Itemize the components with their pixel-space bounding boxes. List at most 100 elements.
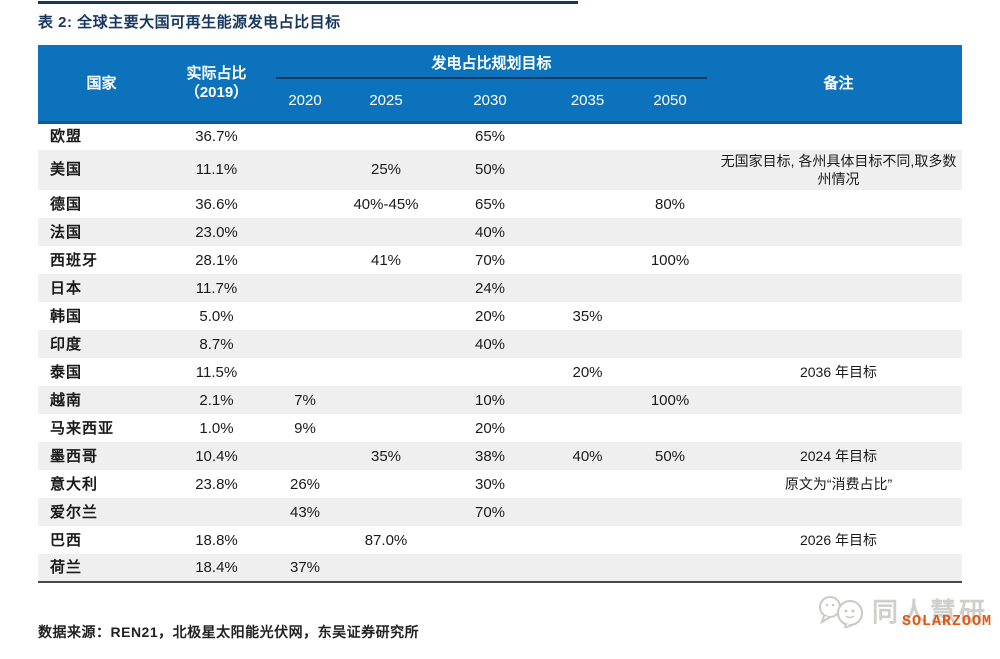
target-cell-2050 [625, 414, 715, 442]
target-cell-2030: 65% [474, 128, 506, 145]
table-row: 欧盟 36.7% 65% [38, 122, 962, 150]
target-cell-2030: 24% [474, 279, 506, 297]
table-row: 巴西 18.8% 87.0% 2026 年目标 [38, 526, 962, 554]
note-cell [715, 122, 962, 150]
title-top-rule [38, 1, 578, 4]
data-source-line: 数据来源：REN21，北极星太阳能光伏网，东吴证券研究所 [38, 624, 420, 640]
actual-cell: 11.7% [195, 279, 238, 297]
header-target-group-label: 发电占比规划目标 [276, 52, 707, 79]
target-cell-2050: 80% [654, 195, 686, 213]
actual-cell: 18.4% [165, 554, 268, 584]
note-cell: 2024 年目标 [799, 448, 878, 465]
chat-bubbles-icon [818, 595, 863, 628]
country-cell: 德国 [50, 195, 83, 213]
target-cell-2035 [550, 414, 625, 442]
country-cell: 日本 [50, 279, 83, 297]
actual-cell: 23.0% [195, 223, 238, 241]
note-cell [715, 302, 962, 330]
table-row: 日本 11.7% 24% [38, 274, 962, 303]
target-cell-2020 [268, 190, 342, 218]
country-cell: 爱尔兰 [50, 503, 99, 521]
target-cell-2025 [342, 386, 430, 414]
target-cell-2030: 70% [474, 503, 506, 521]
target-cell-2020: 7% [294, 391, 316, 409]
target-cell-2050 [625, 358, 715, 386]
target-cell-2035 [550, 498, 625, 526]
target-cell-2050 [625, 498, 715, 526]
note-cell [715, 330, 962, 358]
actual-cell: 36.7% [195, 128, 238, 145]
country-cell: 马来西亚 [50, 419, 115, 437]
target-cell-2030: 70% [474, 251, 506, 269]
actual-cell: 11.5% [195, 363, 238, 381]
target-cell-2020 [268, 150, 342, 190]
target-cell-2035 [550, 246, 625, 274]
target-cell-2050: 50% [654, 447, 686, 465]
target-cell-2020: 9% [294, 419, 316, 437]
actual-cell: 1.0% [199, 419, 234, 437]
actual-cell: 18.8% [195, 531, 238, 549]
note-cell [715, 414, 962, 442]
note-cell [715, 190, 962, 218]
actual-cell [165, 498, 268, 526]
header-year-2035: 2035 [550, 87, 625, 124]
target-cell-2025 [342, 274, 430, 302]
note-cell [715, 246, 962, 274]
target-cell-2025 [342, 358, 430, 386]
target-cell-2030: 20% [474, 419, 506, 437]
country-cell: 法国 [50, 223, 83, 241]
table-row: 韩国 5.0% 20% 35% [38, 302, 962, 330]
target-cell-2050 [625, 554, 715, 584]
target-cell-2030 [430, 358, 550, 386]
target-cell-2050 [625, 302, 715, 330]
table-row: 美国 11.1% 25% 50% 无国家目标, 各州具体目标不同,取多数州情况 [38, 150, 962, 191]
target-cell-2020: 26% [289, 475, 321, 493]
actual-cell: 2.1% [199, 391, 234, 409]
target-cell-2025: 35% [370, 447, 402, 465]
target-cell-2020 [268, 274, 342, 302]
table-row: 墨西哥 10.4% 35% 38% 40% 50% 2024 年目标 [38, 442, 962, 471]
target-cell-2025 [342, 122, 430, 150]
note-cell [715, 386, 962, 414]
target-cell-2020 [268, 302, 342, 330]
header-actual-line2: （2019） [184, 83, 249, 101]
header-note: 备注 [715, 45, 962, 124]
header-actual-line1: 实际占比 [186, 64, 247, 82]
target-cell-2035 [550, 330, 625, 358]
country-cell: 荷兰 [38, 554, 165, 584]
target-cell-2035 [550, 274, 625, 302]
target-cell-2035: 20% [572, 363, 603, 381]
actual-cell: 36.6% [195, 195, 238, 213]
country-cell: 墨西哥 [50, 447, 99, 465]
target-cell-2030: 38% [474, 447, 506, 465]
target-cell-2025 [342, 218, 430, 246]
solarzoom-logo: SOLARZOOM [901, 613, 992, 630]
actual-cell: 28.1% [195, 251, 238, 269]
header-year-2025: 2025 [342, 87, 430, 124]
target-cell-2025: 25% [370, 161, 402, 179]
country-cell: 越南 [50, 391, 83, 409]
target-cell-2050 [625, 218, 715, 246]
target-cell-2035 [550, 386, 625, 414]
target-cell-2035 [550, 150, 625, 190]
country-cell: 韩国 [50, 307, 83, 325]
target-cell-2050 [625, 150, 715, 190]
target-cell-2030 [430, 554, 550, 584]
header-year-2020: 2020 [268, 87, 342, 124]
target-cell-2050 [625, 470, 715, 498]
renewable-targets-table: 国家 实际占比 （2019） 发电占比规划目标 备注 2020 2025 203… [38, 45, 962, 584]
target-cell-2025: 40%-45% [353, 195, 419, 213]
note-cell [715, 274, 962, 302]
table-row: 越南 2.1% 7% 10% 100% [38, 386, 962, 415]
country-cell: 巴西 [50, 531, 83, 549]
note-cell: 无国家目标, 各州具体目标不同,取多数州情况 [720, 153, 957, 188]
target-cell-2025 [342, 498, 430, 526]
actual-cell: 5.0% [199, 307, 234, 325]
header-actual-share: 实际占比 （2019） [165, 45, 268, 124]
actual-cell: 23.8% [195, 475, 238, 493]
target-cell-2020 [268, 330, 342, 358]
country-cell: 印度 [50, 335, 83, 353]
country-cell: 西班牙 [50, 251, 99, 269]
header-country: 国家 [38, 45, 165, 124]
target-cell-2030: 65% [474, 195, 506, 213]
